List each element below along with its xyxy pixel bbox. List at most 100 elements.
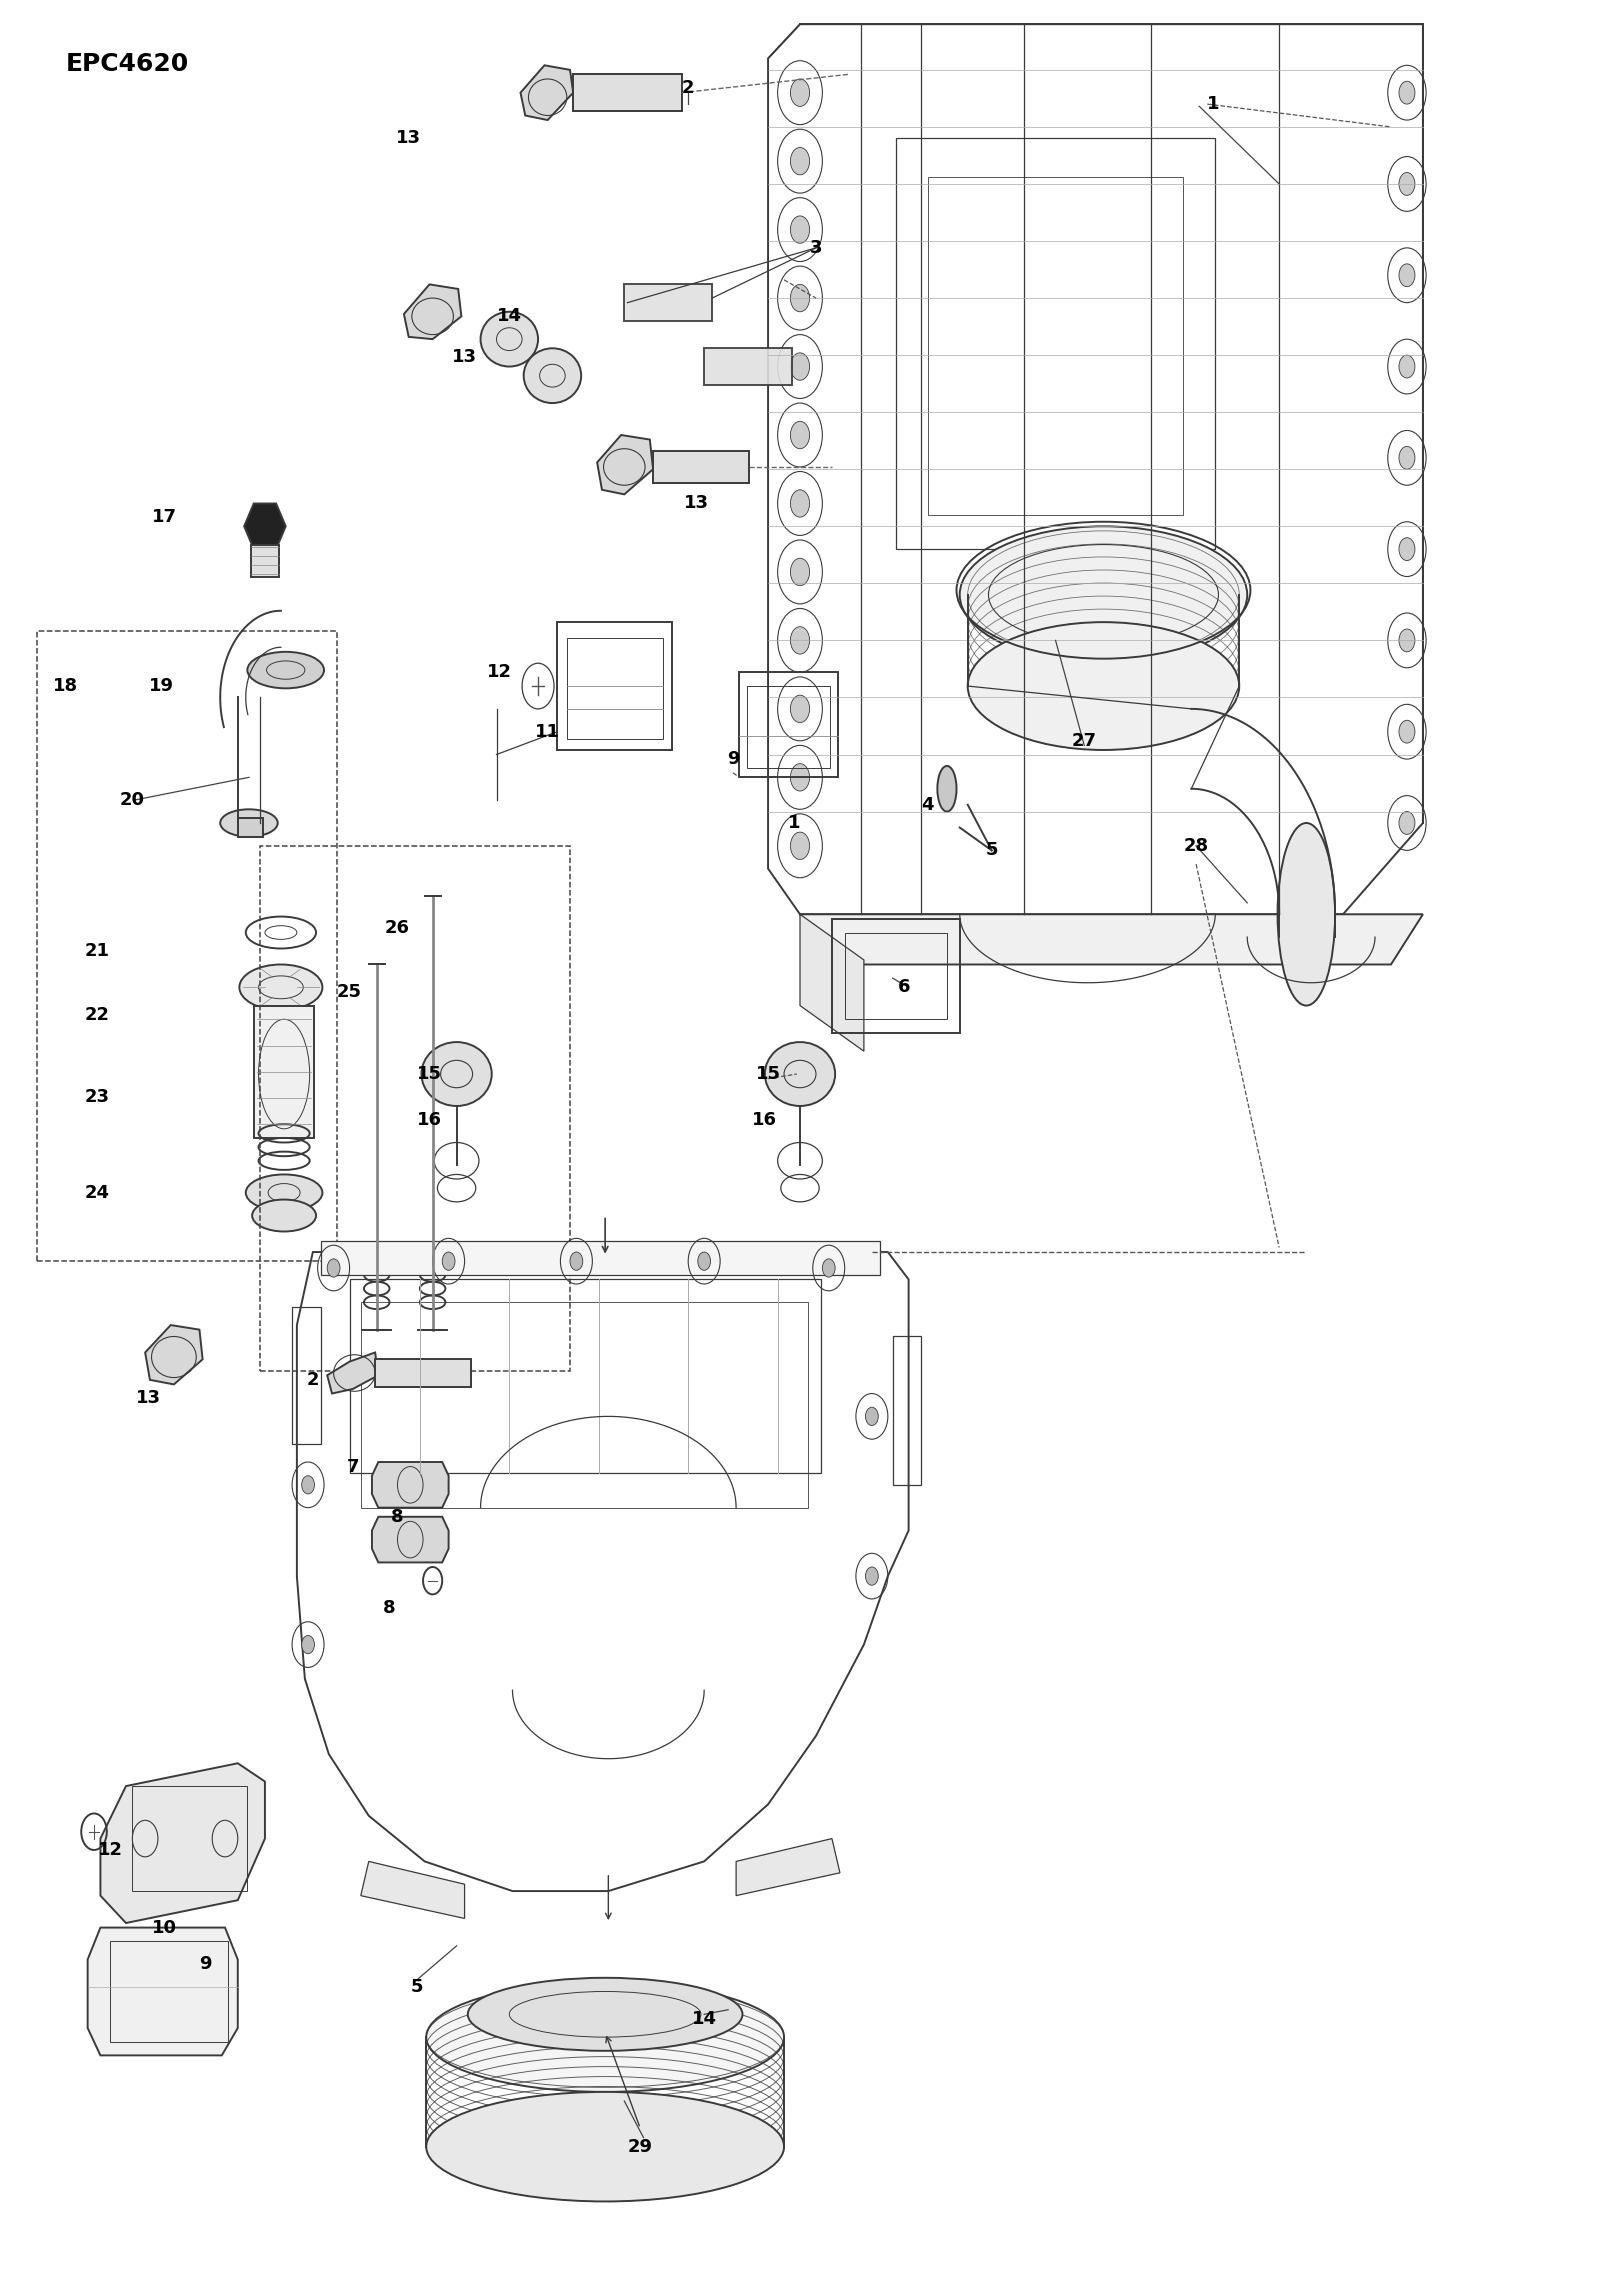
Polygon shape — [800, 914, 1422, 964]
Circle shape — [442, 1252, 454, 1270]
Bar — [624, 283, 712, 320]
Circle shape — [790, 420, 810, 448]
Bar — [238, 818, 264, 836]
Circle shape — [302, 1476, 315, 1494]
Text: 3: 3 — [810, 240, 822, 256]
Bar — [747, 686, 830, 768]
Text: 13: 13 — [683, 494, 709, 512]
Text: 21: 21 — [85, 941, 110, 960]
Text: 29: 29 — [627, 2139, 653, 2155]
Text: 13: 13 — [453, 347, 477, 366]
Text: 13: 13 — [397, 130, 421, 146]
Ellipse shape — [480, 311, 538, 366]
Circle shape — [790, 695, 810, 722]
Polygon shape — [800, 914, 864, 1051]
Bar — [322, 1241, 880, 1275]
Polygon shape — [736, 1839, 840, 1897]
Text: 2: 2 — [307, 1371, 318, 1389]
Ellipse shape — [240, 964, 323, 1010]
Ellipse shape — [421, 1042, 491, 1106]
Circle shape — [790, 489, 810, 516]
Text: 23: 23 — [85, 1088, 110, 1106]
Ellipse shape — [765, 1042, 835, 1106]
Circle shape — [1398, 628, 1414, 651]
Circle shape — [822, 1259, 835, 1277]
Text: 12: 12 — [488, 663, 512, 681]
Circle shape — [302, 1636, 315, 1654]
Text: EPC4620: EPC4620 — [66, 53, 189, 75]
Bar — [133, 1787, 248, 1892]
Bar — [893, 1337, 922, 1485]
Bar — [261, 845, 570, 1371]
Polygon shape — [146, 1325, 203, 1385]
Text: 8: 8 — [384, 1600, 395, 1618]
Text: 9: 9 — [200, 1956, 213, 1974]
Text: 26: 26 — [386, 919, 410, 937]
Bar — [374, 1360, 470, 1387]
Text: 1: 1 — [787, 813, 800, 832]
Ellipse shape — [426, 1983, 784, 2091]
Circle shape — [1398, 720, 1414, 743]
Text: 19: 19 — [149, 676, 174, 695]
Polygon shape — [360, 1862, 464, 1919]
Ellipse shape — [960, 526, 1248, 663]
Bar — [349, 1280, 821, 1474]
Circle shape — [866, 1568, 878, 1586]
Polygon shape — [403, 283, 461, 338]
Text: 15: 15 — [418, 1065, 442, 1083]
Text: 22: 22 — [85, 1005, 110, 1024]
Text: 8: 8 — [390, 1508, 403, 1526]
Ellipse shape — [426, 2091, 784, 2200]
Polygon shape — [245, 503, 286, 548]
Text: 14: 14 — [498, 308, 522, 324]
Ellipse shape — [1277, 823, 1334, 1005]
Text: 18: 18 — [53, 676, 78, 695]
Ellipse shape — [248, 651, 325, 688]
Text: 10: 10 — [152, 1919, 178, 1938]
Ellipse shape — [253, 1200, 317, 1232]
Text: 16: 16 — [418, 1111, 442, 1129]
Text: 24: 24 — [85, 1184, 110, 1202]
Bar — [37, 631, 338, 1261]
Text: 20: 20 — [120, 791, 146, 809]
Ellipse shape — [523, 347, 581, 402]
Text: 12: 12 — [98, 1842, 123, 1860]
Circle shape — [790, 558, 810, 585]
Bar — [739, 672, 838, 777]
Polygon shape — [328, 1353, 378, 1394]
Bar — [360, 1302, 808, 1508]
Text: 7: 7 — [347, 1458, 358, 1476]
Polygon shape — [597, 434, 653, 494]
Text: 17: 17 — [152, 507, 178, 526]
Circle shape — [1398, 537, 1414, 560]
Polygon shape — [371, 1517, 448, 1563]
Bar — [557, 622, 672, 749]
Circle shape — [790, 283, 810, 311]
Text: 5: 5 — [411, 1979, 422, 1995]
Text: 2: 2 — [682, 80, 694, 98]
Text: 4: 4 — [922, 795, 934, 813]
Circle shape — [790, 80, 810, 107]
Text: 14: 14 — [691, 2011, 717, 2027]
Bar — [293, 1307, 322, 1444]
Bar — [110, 1942, 229, 2043]
Circle shape — [698, 1252, 710, 1270]
Text: 27: 27 — [1072, 731, 1098, 749]
Ellipse shape — [968, 622, 1240, 749]
Circle shape — [790, 352, 810, 379]
Circle shape — [1398, 446, 1414, 468]
Bar — [573, 75, 682, 112]
Circle shape — [790, 763, 810, 791]
Ellipse shape — [221, 809, 278, 836]
Circle shape — [328, 1259, 339, 1277]
Circle shape — [1398, 354, 1414, 377]
Text: 13: 13 — [136, 1389, 162, 1408]
Circle shape — [790, 149, 810, 176]
Circle shape — [866, 1408, 878, 1426]
Bar — [832, 919, 960, 1033]
Circle shape — [1398, 263, 1414, 286]
Text: 5: 5 — [986, 841, 998, 859]
Circle shape — [570, 1252, 582, 1270]
Text: 6: 6 — [898, 978, 910, 996]
Text: 25: 25 — [338, 983, 362, 1001]
